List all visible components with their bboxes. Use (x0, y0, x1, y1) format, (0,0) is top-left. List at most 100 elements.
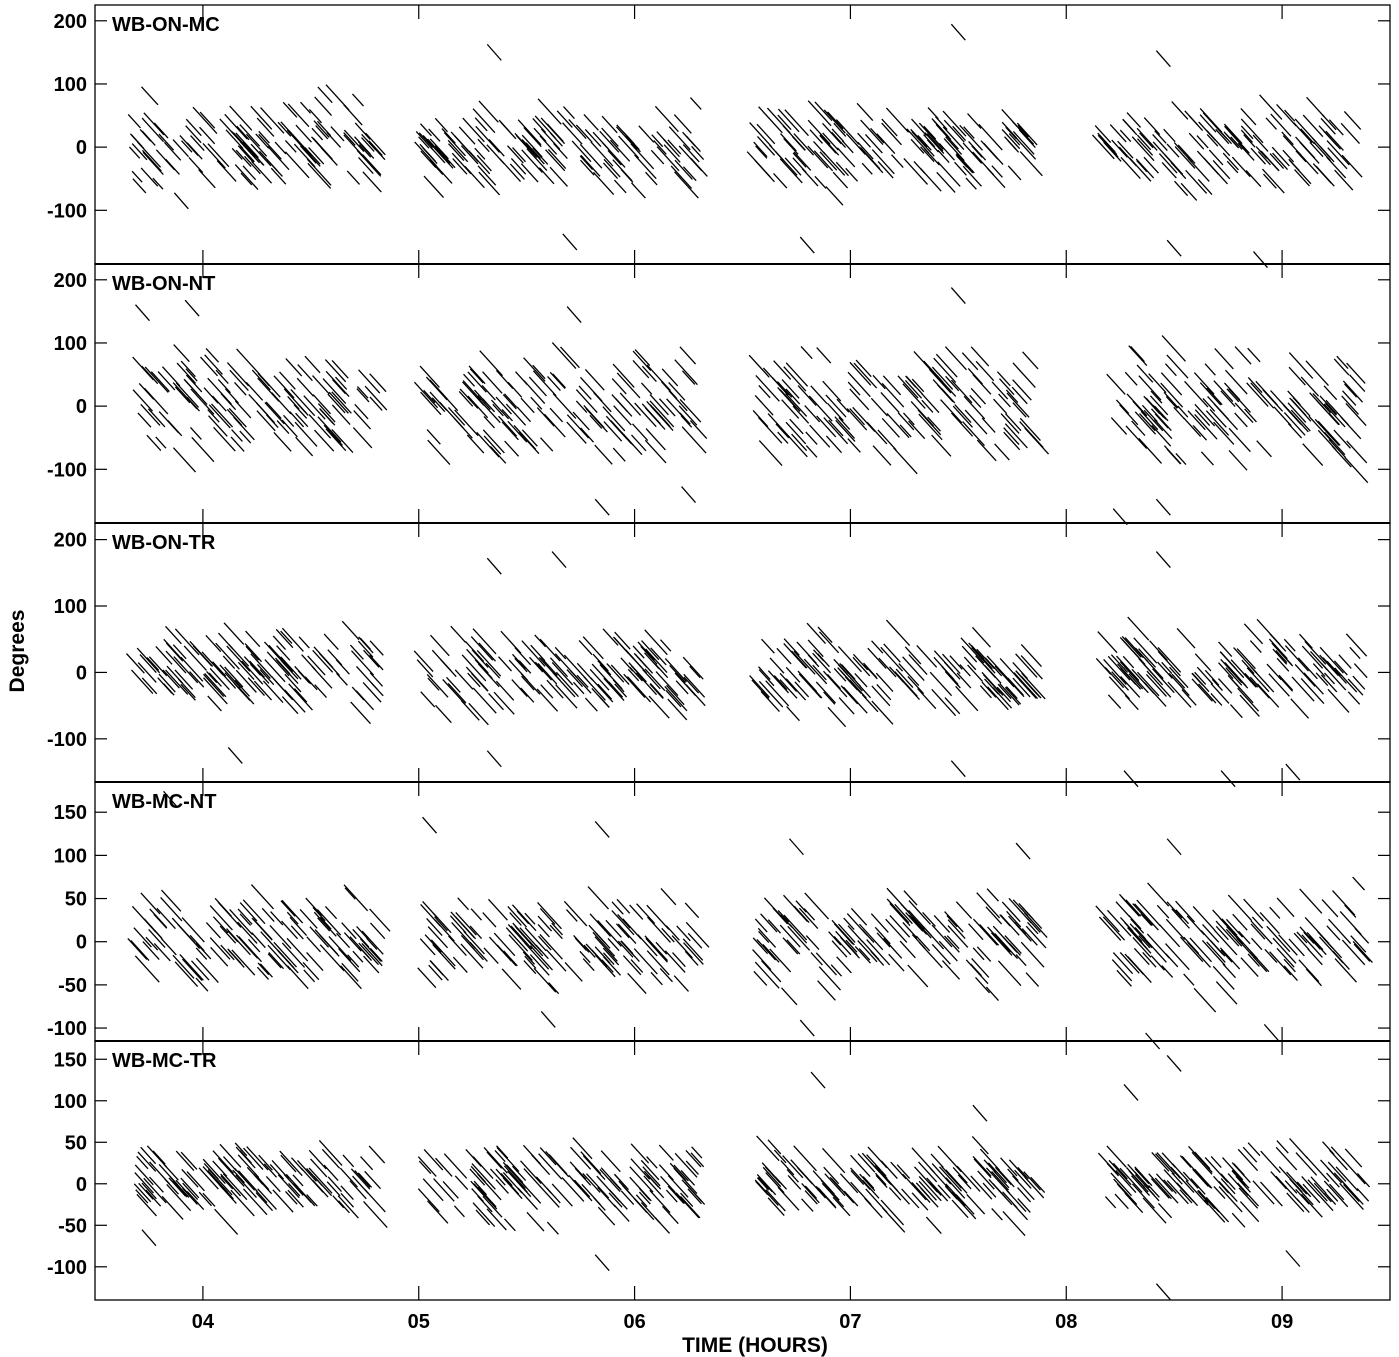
data-mark (751, 679, 770, 700)
data-mark (317, 86, 333, 104)
data-mark (783, 642, 807, 669)
data-mark (564, 961, 583, 982)
data-mark (1285, 763, 1301, 781)
data-mark (532, 370, 557, 397)
data-mark (141, 1229, 157, 1247)
data-mark (285, 358, 303, 377)
data-mark (671, 935, 693, 959)
data-mark (610, 664, 630, 686)
data-mark (997, 960, 1022, 987)
data-mark (569, 1161, 587, 1180)
data-mark (520, 163, 539, 183)
data-mark (1134, 1166, 1153, 1187)
data-mark (776, 647, 792, 665)
data-mark (369, 672, 383, 687)
data-mark (534, 661, 553, 681)
data-mark (1252, 956, 1268, 973)
data-mark (850, 1154, 871, 1178)
data-mark (419, 938, 436, 956)
data-mark (565, 909, 578, 922)
data-mark (510, 157, 527, 175)
data-mark (539, 638, 561, 662)
data-mark (343, 884, 369, 912)
data-mark (331, 404, 351, 425)
data-mark (781, 987, 798, 1006)
data-mark (222, 655, 236, 669)
data-mark (1103, 141, 1122, 162)
data-mark (1176, 627, 1196, 649)
data-mark (419, 123, 432, 137)
data-mark (1346, 440, 1368, 464)
data-mark (841, 140, 854, 154)
data-mark (1149, 640, 1168, 661)
data-mark (1122, 655, 1135, 669)
data-mark (465, 1149, 482, 1167)
data-mark (472, 687, 497, 714)
data-mark (521, 139, 545, 165)
data-mark (202, 1166, 224, 1190)
data-mark (658, 1164, 674, 1181)
data-mark (659, 967, 673, 983)
data-mark (523, 960, 537, 975)
data-mark (554, 646, 567, 660)
data-mark (1202, 398, 1216, 412)
data-mark (1327, 147, 1348, 170)
data-mark (603, 677, 625, 701)
data-mark (1014, 1169, 1032, 1189)
data-mark (658, 398, 676, 417)
data-mark (620, 1190, 635, 1205)
data-mark (521, 429, 538, 447)
data-mark (250, 105, 273, 130)
data-mark (304, 147, 321, 165)
data-mark (280, 660, 299, 680)
data-mark (780, 1160, 795, 1176)
data-mark (1233, 1163, 1245, 1176)
data-mark (483, 435, 502, 455)
data-mark (1231, 1212, 1246, 1228)
data-mark (911, 118, 928, 137)
data-mark (147, 408, 166, 428)
data-mark (420, 391, 442, 416)
data-mark (631, 182, 646, 199)
data-mark (1227, 675, 1241, 689)
data-mark (1352, 940, 1373, 964)
data-mark (578, 640, 593, 656)
data-mark (665, 689, 682, 708)
data-mark (1166, 239, 1182, 257)
data-mark (646, 950, 670, 976)
data-mark (249, 663, 262, 676)
data-mark (646, 904, 670, 930)
data-mark (212, 395, 227, 412)
data-mark (902, 1173, 927, 1201)
data-mark (142, 151, 164, 175)
data-mark (679, 398, 702, 423)
data-mark (511, 679, 528, 697)
data-mark (833, 668, 847, 682)
data-mark (782, 937, 799, 955)
data-mark (571, 140, 592, 163)
data-mark (204, 354, 223, 375)
data-mark (468, 702, 489, 726)
data-mark (575, 389, 598, 413)
data-mark (1193, 987, 1217, 1013)
data-mark (1000, 1157, 1018, 1177)
data-mark (368, 1145, 386, 1164)
data-mark (358, 157, 374, 175)
data-mark (430, 939, 456, 967)
data-mark (777, 108, 800, 133)
data-mark (806, 622, 827, 645)
data-mark (886, 898, 910, 924)
data-mark (812, 664, 827, 681)
data-mark (539, 1147, 557, 1166)
data-mark (947, 919, 966, 939)
data-mark (906, 128, 930, 154)
data-mark (684, 902, 700, 919)
data-mark (228, 407, 247, 428)
data-mark (223, 622, 245, 645)
data-mark (810, 952, 823, 966)
data-mark (286, 129, 302, 147)
data-mark (1350, 935, 1367, 953)
data-mark (1185, 1180, 1209, 1206)
data-mark (1213, 1175, 1230, 1194)
data-mark (463, 930, 485, 955)
